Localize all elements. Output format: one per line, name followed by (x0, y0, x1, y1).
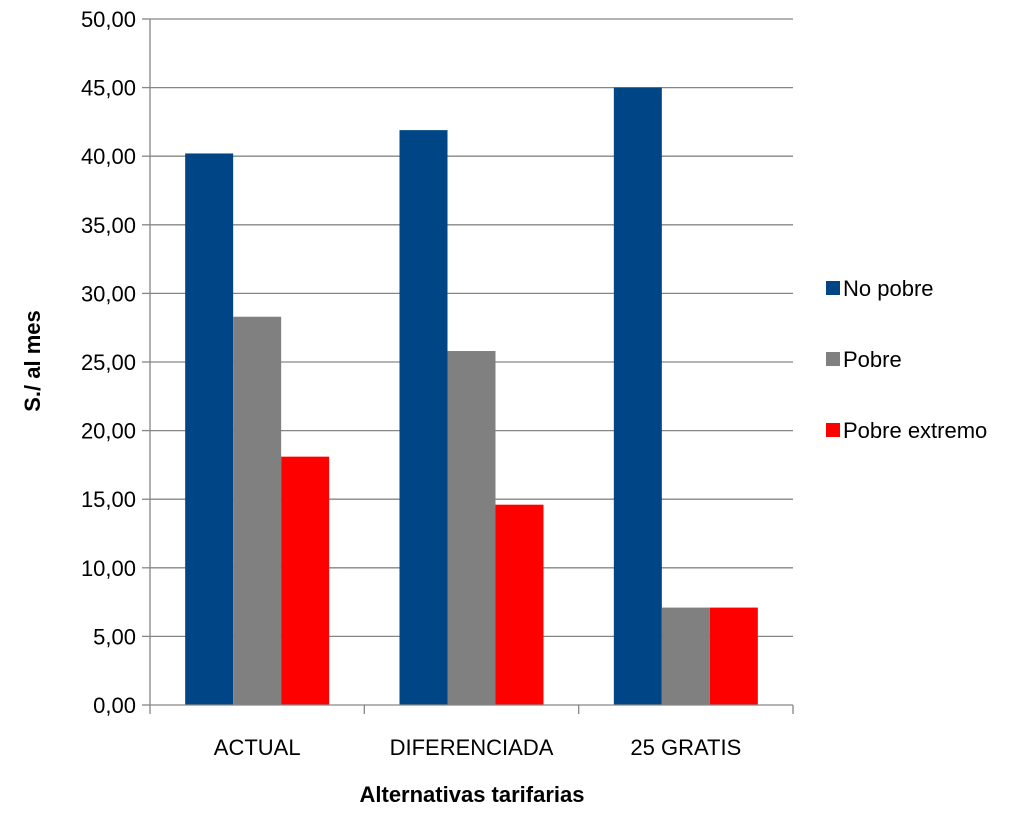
y-tick-label: 25,00 (81, 350, 136, 375)
y-tick-label: 35,00 (81, 213, 136, 238)
bar-no-pobre-0 (185, 153, 234, 705)
y-tick-label: 30,00 (81, 281, 136, 306)
y-tick-label: 40,00 (81, 144, 136, 169)
y-tick-label: 15,00 (81, 487, 136, 512)
axes (142, 18, 794, 714)
bar-pobre-extremo-0 (281, 456, 330, 705)
legend-label: No pobre (843, 276, 934, 301)
x-tick-label: DIFERENCIADA (390, 735, 554, 760)
y-tick-labels: 0,00 5,00 10,00 15,00 20,00 25,00 30,00 35,00 40… (81, 7, 136, 718)
bars (185, 87, 758, 706)
y-axis-title: S./ al mes (20, 310, 45, 412)
y-tick-label: 45,00 (81, 76, 136, 101)
bar-pobre-0 (233, 316, 282, 705)
x-tick-labels: ACTUAL DIFERENCIADA 25 GRATIS (214, 735, 741, 760)
bar-pobre-2 (661, 607, 710, 705)
y-tick-label: 5,00 (93, 624, 136, 649)
bar-pobre-extremo-2 (709, 607, 758, 705)
bar-pobre-1 (447, 351, 496, 705)
y-tick-label: 20,00 (81, 419, 136, 444)
y-tick-label: 10,00 (81, 556, 136, 581)
x-tick-label: 25 GRATIS (630, 735, 741, 760)
legend-swatch (826, 281, 840, 295)
bar-pobre-extremo-1 (495, 504, 544, 705)
y-tick-label: 0,00 (93, 693, 136, 718)
x-axis-title: Alternativas tarifarias (360, 782, 585, 807)
bar-no-pobre-2 (613, 87, 662, 706)
y-tick-label: 50,00 (81, 7, 136, 32)
legend-label: Pobre (843, 347, 902, 372)
legend-swatch (826, 352, 840, 366)
legend-label: Pobre extremo (843, 418, 987, 443)
legend-swatch (826, 423, 840, 437)
x-tick-label: ACTUAL (214, 735, 301, 760)
legend: No pobre Pobre Pobre extremo (826, 276, 987, 443)
bar-no-pobre-1 (399, 130, 448, 705)
